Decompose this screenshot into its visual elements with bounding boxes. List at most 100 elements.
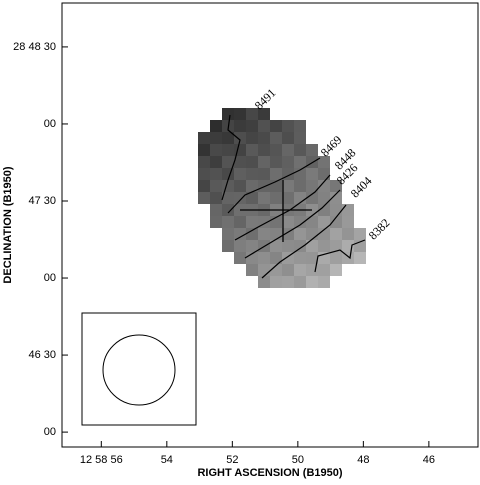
y-tick-label: 46 30 (28, 349, 56, 361)
y-tick-label: 00 (44, 272, 56, 284)
image-pixel (246, 180, 258, 192)
image-pixel (198, 168, 210, 180)
image-pixel (270, 168, 282, 180)
image-pixel (210, 204, 222, 216)
image-pixel (294, 264, 306, 276)
image-pixel (282, 180, 294, 192)
image-pixel (234, 180, 246, 192)
image-pixel (318, 168, 330, 180)
image-pixel (258, 180, 270, 192)
contour (261, 204, 347, 279)
image-pixel (330, 204, 342, 216)
image-pixel (282, 132, 294, 144)
image-pixel (282, 264, 294, 276)
image-pixel (270, 120, 282, 132)
image-pixel (306, 192, 318, 204)
image-pixel (210, 156, 222, 168)
image-pixel (234, 168, 246, 180)
contour (244, 189, 341, 259)
x-tick-label: 12 58 56 (80, 454, 123, 466)
image-pixel (234, 156, 246, 168)
image-pixel (342, 216, 354, 228)
image-pixel (210, 168, 222, 180)
image-pixel (270, 252, 282, 264)
image-pixel (234, 252, 246, 264)
image-pixel (270, 192, 282, 204)
image-pixel (246, 216, 258, 228)
image-pixel (222, 132, 234, 144)
image-pixel (294, 240, 306, 252)
image-pixel (330, 216, 342, 228)
image-pixel (246, 120, 258, 132)
image-pixel (330, 240, 342, 252)
image-pixel (222, 240, 234, 252)
y-tick-label: 47 30 (28, 195, 56, 207)
contour (221, 114, 241, 201)
image-pixel (270, 276, 282, 288)
image-pixel (234, 192, 246, 204)
image-pixel (294, 156, 306, 168)
image-pixel (330, 192, 342, 204)
image-pixel (246, 108, 258, 120)
image-pixel (270, 132, 282, 144)
image-pixel (234, 132, 246, 144)
image-pixel (258, 252, 270, 264)
image-pixel (342, 228, 354, 240)
y-tick-label: 28 48 30 (13, 41, 56, 53)
image-pixel (246, 168, 258, 180)
image-pixel (246, 240, 258, 252)
image-pixel (318, 192, 330, 204)
image-pixel (306, 144, 318, 156)
image-pixel (210, 180, 222, 192)
image-pixel (294, 228, 306, 240)
image-pixel (210, 120, 222, 132)
image-pixel (318, 228, 330, 240)
image-pixel (294, 276, 306, 288)
contour (234, 174, 331, 241)
image-pixel (258, 120, 270, 132)
image-pixel (234, 108, 246, 120)
image-pixel (198, 192, 210, 204)
x-axis-label: RIGHT ASCENSION (B1950) (197, 467, 342, 479)
image-pixel (318, 216, 330, 228)
image-pixel (294, 216, 306, 228)
image-pixel (246, 264, 258, 276)
image-pixel (318, 156, 330, 168)
image-pixel (282, 216, 294, 228)
image-pixel (258, 168, 270, 180)
x-tick-label: 54 (161, 454, 173, 466)
image-pixel (234, 120, 246, 132)
image-pixel (330, 180, 342, 192)
image-pixel (306, 240, 318, 252)
image-pixel (198, 180, 210, 192)
image-pixel (210, 192, 222, 204)
image-pixel (306, 264, 318, 276)
y-tick-label: 00 (44, 118, 56, 130)
image-pixel (318, 264, 330, 276)
image-pixel (198, 144, 210, 156)
image-pixel (306, 168, 318, 180)
image-pixel (222, 204, 234, 216)
image-pixel (246, 144, 258, 156)
y-tick-label: 00 (44, 426, 56, 438)
image-pixel (234, 216, 246, 228)
image-pixel (246, 192, 258, 204)
beam (102, 334, 176, 406)
image-pixel (294, 132, 306, 144)
image-pixel (306, 180, 318, 192)
image-pixel (282, 144, 294, 156)
x-tick-label: 46 (423, 454, 435, 466)
image-pixel (258, 156, 270, 168)
image-pixel (270, 264, 282, 276)
image-pixel (294, 180, 306, 192)
image-pixel (210, 132, 222, 144)
image-pixel (282, 156, 294, 168)
image-pixel (198, 132, 210, 144)
image-pixel (282, 276, 294, 288)
image-pixel (270, 240, 282, 252)
image-pixel (270, 228, 282, 240)
image-pixel (258, 228, 270, 240)
image-pixel (246, 132, 258, 144)
y-axis-label: DECLINATION (B1950) (2, 166, 14, 283)
